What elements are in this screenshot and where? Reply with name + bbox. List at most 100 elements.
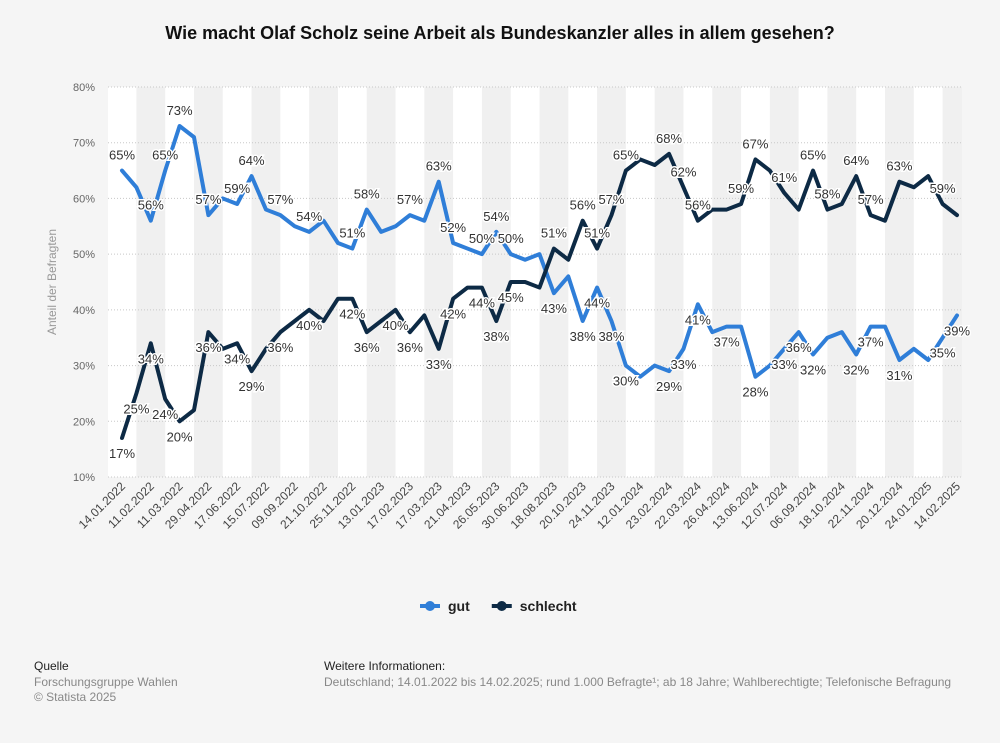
y-tick-label: 80% [73,82,95,94]
data-label: 57% [195,192,221,207]
legend-label: gut [448,598,470,614]
y-tick-label: 10% [73,472,95,484]
data-label: 58% [354,187,380,202]
data-label: 63% [886,159,912,174]
data-label: 54% [296,209,322,224]
data-label: 24% [152,407,178,422]
data-label: 64% [843,153,869,168]
source: Forschungsgruppe Wahlen [34,675,178,689]
info-title: Weitere Informationen: [324,659,445,673]
source-title: Quelle [34,659,69,673]
data-label: 36% [397,340,423,355]
info: Deutschland; 14.01.2022 bis 14.02.2025; … [324,675,951,689]
stripe [366,87,396,477]
data-label: 40% [383,318,409,333]
data-label: 38% [483,329,509,344]
stripe [712,87,742,477]
data-label: 62% [670,164,696,179]
data-label: 56% [138,198,164,213]
data-label: 41% [685,312,711,327]
data-label: 65% [152,148,178,163]
data-label: 36% [354,340,380,355]
data-label: 65% [800,148,826,163]
data-label: 61% [771,170,797,185]
data-label: 28% [742,385,768,400]
data-label: 56% [570,198,596,213]
data-label: 73% [167,103,193,118]
data-label: 29% [239,379,265,394]
stripe [769,87,799,477]
data-label: 36% [267,340,293,355]
data-label: 59% [930,181,956,196]
data-label: 34% [138,351,164,366]
data-label: 54% [483,209,509,224]
copyright: © Statista 2025 [34,690,117,704]
data-label: 34% [224,351,250,366]
legend-marker [496,601,507,611]
data-label: 25% [123,401,149,416]
data-label: 40% [296,318,322,333]
data-label: 64% [239,153,265,168]
y-tick-label: 70% [73,138,95,150]
data-label: 39% [944,323,970,338]
legend-marker [425,601,435,611]
data-label: 51% [339,226,365,241]
data-label: 65% [109,148,135,163]
plot-background [108,87,962,477]
data-label: 17% [109,446,135,461]
stripe [193,87,223,477]
data-label: 59% [728,181,754,196]
data-label: 51% [541,226,567,241]
series-line [120,151,959,440]
data-label: 38% [598,329,624,344]
data-label: 65% [613,148,639,163]
data-label: 42% [440,307,466,322]
data-label: 43% [541,301,567,316]
data-label: 32% [843,362,869,377]
series-line [120,124,959,379]
stripe [136,87,166,477]
data-label: 35% [930,346,956,361]
stripe [251,87,281,477]
data-label: 57% [858,192,884,207]
data-label: 67% [742,136,768,151]
data-label: 57% [267,192,293,207]
stripe [481,87,511,477]
data-label: 36% [786,340,812,355]
data-label: 38% [570,329,596,344]
data-label: 33% [771,357,797,372]
data-label: 50% [498,231,524,246]
data-label: 44% [469,296,495,311]
data-label: 63% [426,159,452,174]
data-label: 37% [858,335,884,350]
data-label: 20% [167,429,193,444]
data-label: 29% [656,379,682,394]
data-label: 56% [685,198,711,213]
data-label: 30% [613,374,639,389]
data-label: 57% [598,192,624,207]
stripe [597,87,626,477]
stripe [309,87,338,477]
data-label: 42% [339,307,365,322]
y-tick-label: 60% [73,193,95,205]
data-label: 51% [584,226,610,241]
stripe [827,87,857,477]
y-axis-label: Anteil der Befragten [45,229,59,335]
stripe [885,87,914,477]
data-label: 33% [670,357,696,372]
data-label: 33% [426,357,452,372]
chart-title: Wie macht Olaf Scholz seine Arbeit als B… [165,23,834,43]
y-tick-label: 20% [73,416,95,428]
data-label: 59% [224,181,250,196]
data-label: 52% [440,220,466,235]
data-label: 68% [656,131,682,146]
data-label: 36% [195,340,221,355]
y-tick-label: 50% [73,249,95,261]
data-label: 31% [886,368,912,383]
data-label: 58% [814,187,840,202]
data-label: 44% [584,296,610,311]
data-label: 50% [469,231,495,246]
data-label: 57% [397,192,423,207]
data-label: 32% [800,362,826,377]
